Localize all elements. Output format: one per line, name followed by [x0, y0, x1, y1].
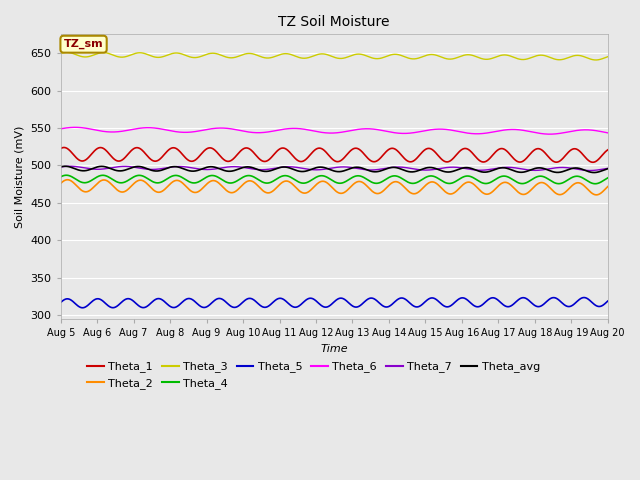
Theta_1 — [276, 146, 284, 152]
Theta_7 — [80, 165, 88, 171]
Theta_7 — [604, 166, 612, 171]
Theta_4 — [291, 177, 299, 183]
Theta_7 — [459, 165, 467, 171]
Theta_2 — [604, 184, 612, 190]
Theta_6 — [71, 124, 79, 130]
X-axis label: Time: Time — [321, 344, 348, 354]
Theta_3 — [592, 57, 600, 63]
Theta_1 — [60, 144, 68, 150]
Theta_7 — [291, 164, 299, 170]
Theta_1 — [285, 149, 293, 155]
Theta_3 — [63, 49, 70, 55]
Theta_5 — [564, 304, 572, 310]
Theta_3 — [276, 52, 284, 58]
Legend: Theta_1, Theta_2, Theta_3, Theta_4, Theta_5, Theta_6, Theta_7, Theta_avg: Theta_1, Theta_2, Theta_3, Theta_4, Thet… — [83, 357, 545, 393]
Title: TZ Soil Moisture: TZ Soil Moisture — [278, 15, 390, 29]
Theta_5 — [291, 304, 299, 310]
Theta_6 — [546, 131, 554, 137]
Theta_4 — [564, 177, 572, 182]
Theta_4 — [285, 174, 293, 180]
Theta_6 — [80, 125, 88, 131]
Theta_avg — [604, 166, 612, 172]
Theta_avg — [80, 168, 88, 174]
Theta_6 — [276, 127, 284, 132]
Theta_avg — [57, 164, 65, 170]
Theta_1 — [604, 147, 612, 153]
Line: Theta_6: Theta_6 — [61, 127, 608, 134]
Theta_6 — [459, 130, 467, 135]
Theta_6 — [285, 126, 293, 132]
Theta_4 — [459, 174, 467, 180]
Theta_5 — [285, 301, 293, 307]
Theta_1 — [57, 145, 65, 151]
Theta_2 — [57, 180, 65, 186]
Theta_1 — [291, 155, 299, 161]
Theta_4 — [57, 174, 65, 180]
Theta_4 — [63, 172, 70, 178]
Line: Theta_5: Theta_5 — [61, 298, 608, 308]
Theta_5 — [276, 295, 284, 301]
Theta_7 — [57, 164, 65, 170]
Theta_3 — [285, 51, 293, 57]
Theta_5 — [580, 295, 588, 300]
Line: Theta_4: Theta_4 — [61, 175, 608, 184]
Theta_4 — [604, 175, 612, 181]
Theta_6 — [291, 126, 299, 132]
Theta_6 — [57, 126, 65, 132]
Theta_4 — [80, 180, 88, 186]
Theta_7 — [564, 165, 572, 171]
Theta_1 — [589, 159, 596, 165]
Theta_1 — [459, 146, 467, 152]
Theta_avg — [276, 165, 284, 170]
Theta_3 — [57, 50, 65, 56]
Y-axis label: Soil Moisture (mV): Soil Moisture (mV) — [15, 125, 25, 228]
Theta_3 — [564, 55, 572, 60]
Theta_7 — [586, 168, 594, 173]
Theta_5 — [80, 305, 88, 311]
Theta_3 — [291, 53, 299, 59]
Theta_avg — [291, 167, 299, 173]
Line: Theta_7: Theta_7 — [61, 166, 608, 170]
Theta_7 — [66, 163, 74, 169]
Theta_avg — [564, 167, 572, 172]
Theta_6 — [565, 129, 573, 135]
Theta_avg — [285, 165, 293, 171]
Theta_2 — [459, 182, 467, 188]
Theta_avg — [590, 169, 598, 175]
Line: Theta_2: Theta_2 — [61, 180, 608, 195]
Theta_2 — [291, 184, 299, 190]
Theta_2 — [80, 189, 88, 194]
Line: Theta_3: Theta_3 — [61, 52, 608, 60]
Theta_2 — [64, 177, 72, 182]
Theta_2 — [593, 192, 600, 198]
Theta_4 — [591, 181, 599, 187]
Text: TZ_sm: TZ_sm — [64, 39, 104, 49]
Theta_4 — [276, 174, 284, 180]
Theta_5 — [79, 305, 86, 311]
Theta_5 — [57, 300, 65, 305]
Theta_7 — [276, 165, 284, 170]
Theta_5 — [459, 295, 467, 301]
Theta_2 — [285, 179, 293, 185]
Theta_3 — [459, 53, 467, 59]
Theta_1 — [80, 158, 88, 164]
Theta_avg — [459, 165, 467, 171]
Theta_7 — [285, 164, 293, 169]
Theta_2 — [564, 186, 572, 192]
Line: Theta_avg: Theta_avg — [61, 166, 608, 172]
Theta_2 — [276, 181, 284, 187]
Line: Theta_1: Theta_1 — [61, 147, 608, 162]
Theta_3 — [604, 54, 612, 60]
Theta_5 — [604, 298, 612, 304]
Theta_3 — [80, 54, 88, 60]
Theta_6 — [604, 130, 612, 136]
Theta_avg — [61, 163, 69, 169]
Theta_1 — [564, 149, 572, 155]
